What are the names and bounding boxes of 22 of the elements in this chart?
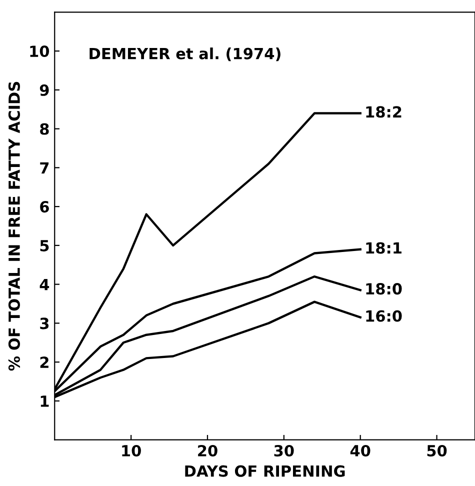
x-tick-label: 30 bbox=[274, 444, 294, 457]
x-tick-label: 20 bbox=[198, 444, 218, 457]
y-tick-label: 9 bbox=[40, 84, 49, 96]
x-axis-title: DAYS OF RIPENING bbox=[185, 465, 345, 477]
y-tick-label: 10 bbox=[30, 45, 50, 58]
y-tick-label: 6 bbox=[40, 201, 49, 213]
annotation: DEMEYER et al. (1974) bbox=[90, 48, 280, 62]
y-tick-label: 3 bbox=[40, 318, 49, 330]
y-tick-label: 7 bbox=[40, 162, 49, 174]
series-label: 18:1 bbox=[366, 242, 402, 254]
y-tick-label: 4 bbox=[40, 278, 50, 290]
series-label: 16:0 bbox=[366, 310, 402, 322]
y-tick-label: 5 bbox=[40, 240, 49, 252]
y-tick-label: 1 bbox=[40, 396, 49, 407]
y-tick-label: 2 bbox=[40, 356, 48, 368]
y-tick-label: 8 bbox=[40, 123, 49, 135]
y-axis-title: % OF TOTAL IN FREE FATTY ACIDS bbox=[8, 82, 20, 371]
x-tick-label: 50 bbox=[427, 444, 447, 457]
x-tick-label: 10 bbox=[122, 444, 141, 457]
series-label: 18:0 bbox=[366, 283, 402, 295]
x-tick-label: 40 bbox=[350, 444, 370, 457]
series-label: 18:2 bbox=[366, 106, 402, 118]
